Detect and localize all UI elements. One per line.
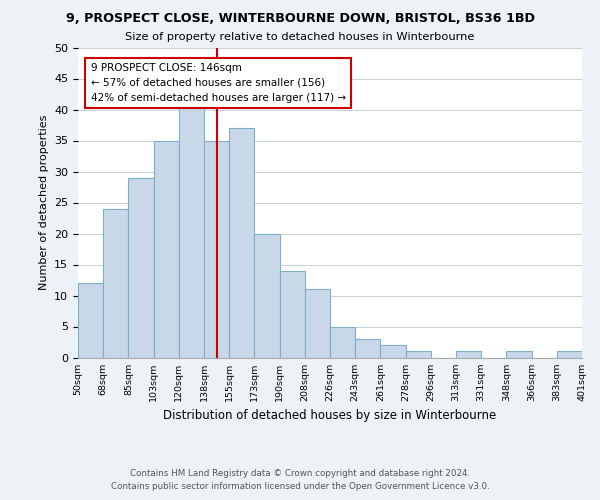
Bar bbox=[229, 128, 254, 358]
Bar bbox=[330, 326, 355, 358]
Text: 9, PROSPECT CLOSE, WINTERBOURNE DOWN, BRISTOL, BS36 1BD: 9, PROSPECT CLOSE, WINTERBOURNE DOWN, BR… bbox=[65, 12, 535, 26]
Bar bbox=[154, 140, 179, 358]
Bar bbox=[103, 208, 128, 358]
Bar bbox=[380, 345, 406, 358]
Bar bbox=[456, 352, 481, 358]
Bar bbox=[204, 140, 229, 358]
Bar bbox=[557, 352, 582, 358]
Bar bbox=[280, 270, 305, 358]
Bar bbox=[254, 234, 280, 358]
Bar bbox=[355, 339, 380, 357]
Y-axis label: Number of detached properties: Number of detached properties bbox=[38, 115, 49, 290]
Text: 9 PROSPECT CLOSE: 146sqm
← 57% of detached houses are smaller (156)
42% of semi-: 9 PROSPECT CLOSE: 146sqm ← 57% of detach… bbox=[91, 63, 346, 102]
Bar bbox=[305, 290, 330, 358]
X-axis label: Distribution of detached houses by size in Winterbourne: Distribution of detached houses by size … bbox=[163, 409, 497, 422]
Text: Size of property relative to detached houses in Winterbourne: Size of property relative to detached ho… bbox=[125, 32, 475, 42]
Bar bbox=[179, 97, 204, 357]
Bar bbox=[406, 352, 431, 358]
Bar bbox=[78, 283, 103, 358]
Text: Contains HM Land Registry data © Crown copyright and database right 2024.
Contai: Contains HM Land Registry data © Crown c… bbox=[110, 469, 490, 491]
Bar bbox=[128, 178, 154, 358]
Bar bbox=[506, 352, 532, 358]
